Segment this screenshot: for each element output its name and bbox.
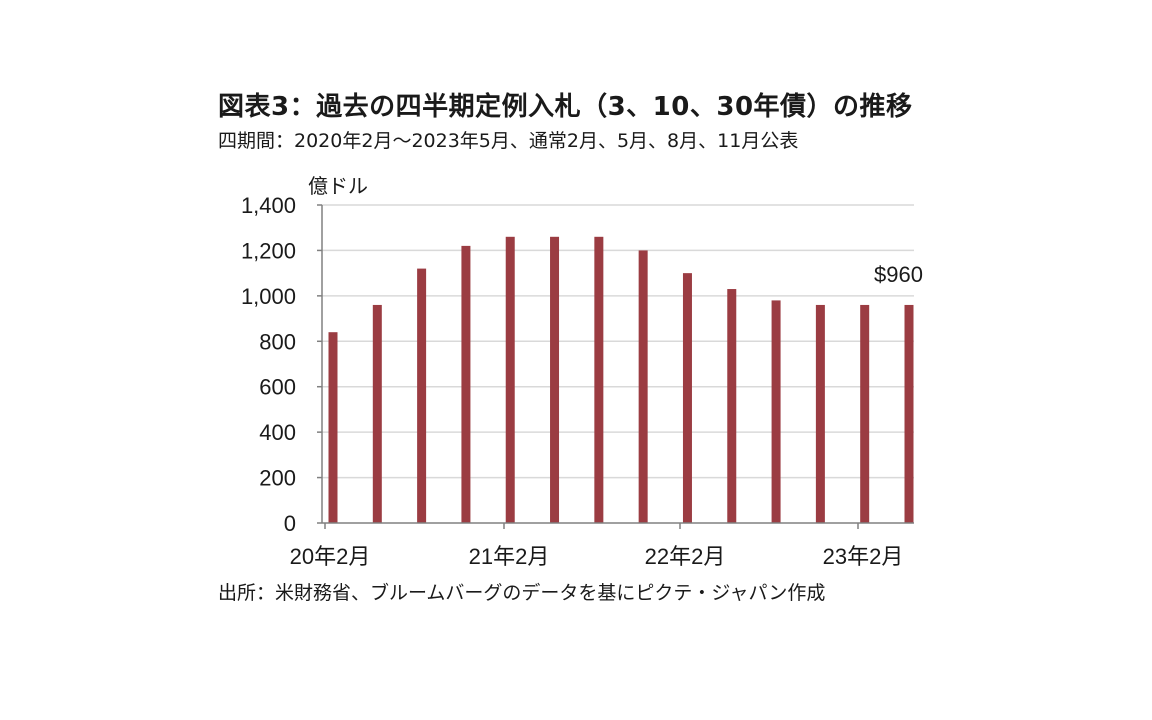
bar	[505, 236, 515, 524]
chart-subtitle: 四期間：2020年2月～2023年5月、通常2月、5月、8月、11月公表	[218, 130, 799, 152]
bar	[682, 273, 692, 523]
y-tick-label: 1,000	[241, 284, 296, 309]
y-tick-label: 800	[259, 329, 296, 354]
bar	[815, 304, 825, 523]
bar	[461, 245, 471, 523]
bar	[771, 300, 781, 523]
x-tick-label: 23年2月	[823, 544, 904, 569]
x-tick-label: 20年2月	[290, 544, 371, 569]
bar	[550, 236, 560, 524]
bar-series	[328, 236, 914, 524]
y-tick-label: 200	[259, 466, 296, 491]
gridlines	[322, 204, 914, 479]
y-tick-label: 400	[259, 420, 296, 445]
bar	[328, 332, 338, 523]
y-tick-label: 1,200	[241, 238, 296, 263]
x-tick-label: 22年2月	[645, 544, 726, 569]
bar	[638, 250, 648, 523]
x-tick-label: 21年2月	[469, 544, 550, 569]
y-tick-label: 1,400	[241, 193, 296, 218]
bar	[727, 289, 737, 523]
y-axis-label: 億ドル	[308, 175, 368, 198]
bar	[417, 268, 427, 523]
y-tick-label: 0	[284, 511, 296, 536]
y-axis: 0 200 400 600 800 1,000 1,200 1,400	[241, 193, 323, 536]
value-annotation: $960	[874, 262, 923, 287]
bar	[904, 304, 914, 523]
x-axis: 20年2月 21年2月 22年2月 23年2月	[290, 522, 914, 569]
bar	[860, 304, 870, 523]
source-note: 出所：米財務省、ブルームバーグのデータを基にピクテ・ジャパン作成	[218, 582, 826, 604]
chart-title: 図表3：過去の四半期定例入札（3、10、30年債）の推移	[218, 92, 913, 122]
bar	[594, 236, 604, 524]
y-tick-label: 600	[259, 375, 296, 400]
bar	[372, 304, 382, 523]
